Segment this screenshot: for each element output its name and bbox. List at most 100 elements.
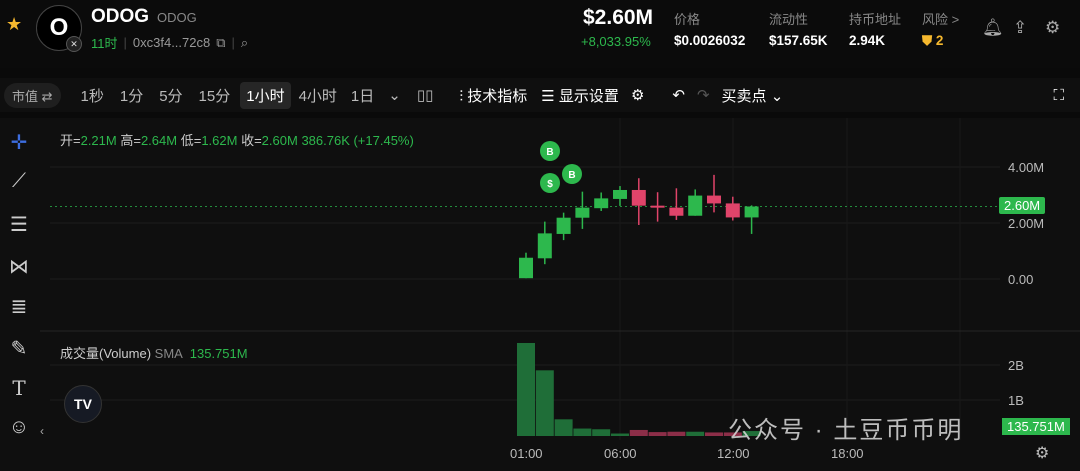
buy-sell-label: 买卖点 bbox=[721, 87, 767, 105]
sma-label: SMA bbox=[154, 346, 183, 361]
token-symbol: ODOG bbox=[157, 10, 197, 25]
alert-bell-icon[interactable]: 🔔︎ bbox=[982, 18, 1004, 37]
indicators-icon: ⫶ bbox=[459, 87, 468, 105]
volume-bar bbox=[742, 431, 761, 436]
volume-bar bbox=[629, 429, 648, 436]
crosshair-icon[interactable]: ✛ bbox=[10, 132, 28, 154]
volume-tick: 1B bbox=[1008, 393, 1024, 408]
token-age: 11时 bbox=[91, 36, 118, 51]
change-value: 386.76K (+17.45%) bbox=[301, 133, 414, 148]
candle-body bbox=[556, 217, 571, 234]
stat-label: 风险 > bbox=[922, 12, 960, 27]
ohlc-legend: 开=2.21M 高=2.64M 低=1.62M 收=2.60M 386.76K … bbox=[60, 130, 414, 149]
display-label: 显示设置 bbox=[558, 87, 619, 105]
interval-4h[interactable]: 4小时 bbox=[298, 87, 337, 105]
buy-marker bbox=[562, 164, 582, 184]
low-label: 低= bbox=[180, 133, 202, 148]
stat-label: 流动性 bbox=[769, 12, 809, 27]
volume-bar bbox=[517, 342, 535, 436]
price-change: +8,033.95% bbox=[581, 34, 651, 49]
share-icon[interactable]: ⇪ bbox=[1013, 18, 1028, 37]
brush-icon[interactable]: ✎ bbox=[10, 338, 28, 360]
stat-holders: 持币地址 2.94K bbox=[849, 9, 901, 48]
volume-bar bbox=[686, 431, 705, 436]
y-tick: 0.00 bbox=[1008, 272, 1034, 287]
emoji-icon[interactable]: ☺ bbox=[8, 416, 30, 438]
stat-value: $0.0026032 bbox=[674, 33, 746, 48]
stat-value: $157.65K bbox=[769, 33, 828, 48]
sma-value: 135.751M bbox=[189, 346, 248, 361]
market-cap-toggle[interactable]: 市值 ⇄ bbox=[4, 82, 61, 108]
shield-icon: ⛊ bbox=[922, 33, 933, 48]
redo-icon[interactable]: ↷ bbox=[696, 87, 710, 104]
watermark: 公众号 · 土豆币币明 bbox=[728, 417, 964, 444]
close-label: 收= bbox=[241, 133, 262, 148]
candle-body bbox=[707, 195, 721, 204]
fullscreen-icon[interactable]: ⛶ bbox=[1053, 86, 1064, 104]
interval-1s[interactable]: 1秒 bbox=[80, 87, 104, 105]
price-chart[interactable]: B B $ bbox=[0, 118, 1080, 471]
volume-label: 成交量(Volume) bbox=[60, 346, 152, 361]
high-value: 2.64M bbox=[140, 133, 178, 148]
undo-icon[interactable]: ↶ bbox=[672, 87, 685, 104]
chart-toolbar: 市值 ⇄ 1秒 1分 5分 15分 1小时 4小时 1日 ⌄ ▯▯ ⫶ 技术指标… bbox=[0, 78, 1080, 112]
buy-marker bbox=[540, 141, 560, 161]
buy-sell-points-button[interactable]: 买卖点 ⌄ bbox=[721, 87, 784, 105]
text-icon[interactable]: T bbox=[12, 376, 26, 400]
volume-bar bbox=[573, 428, 592, 436]
x-badge-icon: ✕ bbox=[66, 36, 82, 52]
candle-body bbox=[575, 207, 590, 218]
volume-tick: 2B bbox=[1008, 358, 1024, 373]
axis-settings-icon[interactable]: ⚙ bbox=[1035, 445, 1050, 462]
copy-icon[interactable]: ⧉ bbox=[216, 34, 226, 50]
x-tick: 18:00 bbox=[831, 446, 864, 461]
candle-body bbox=[537, 233, 552, 259]
token-subinfo: 11时 | 0xc3f4...72c8 ⧉ | ⌕ bbox=[91, 34, 249, 52]
interval-1d[interactable]: 1日 bbox=[350, 87, 375, 105]
tradingview-logo[interactable]: TV bbox=[64, 385, 102, 423]
indicators-label: 技术指标 bbox=[467, 87, 528, 105]
x-tick: 12:00 bbox=[717, 446, 750, 461]
interval-15m[interactable]: 15分 bbox=[198, 87, 231, 105]
stat-risk[interactable]: 风险 > ⛊ 2 bbox=[922, 9, 959, 49]
x-tick: 01:00 bbox=[510, 446, 543, 461]
interval-1h[interactable]: 1小时 bbox=[240, 81, 291, 109]
candle-body bbox=[669, 207, 684, 216]
buy-marker-label: $ bbox=[547, 179, 553, 190]
stat-liquidity: 流动性 $157.65K bbox=[769, 9, 828, 48]
buy-marker bbox=[540, 173, 560, 193]
open-label: 开= bbox=[60, 133, 81, 148]
fib-icon[interactable]: ≣ bbox=[10, 296, 28, 318]
display-settings-button[interactable]: ☰ 显示设置 bbox=[535, 82, 625, 109]
stat-price: 价格 $0.0026032 bbox=[674, 9, 745, 48]
chevron-down-icon[interactable]: ⌄ bbox=[388, 87, 401, 104]
candle-body bbox=[744, 206, 759, 218]
drawing-tools: ✛ ⟋ ☰ ⋈ ≣ ✎ T ☺ bbox=[0, 118, 40, 463]
buy-marker-label: B bbox=[546, 147, 553, 158]
buy-marker-label: B bbox=[568, 170, 575, 181]
interval-5m[interactable]: 5分 bbox=[159, 87, 183, 105]
volume-bar bbox=[723, 432, 742, 436]
trendline-icon[interactable]: ⟋ bbox=[12, 170, 26, 192]
settings-icon[interactable]: ⚙ bbox=[1045, 18, 1061, 37]
volume-legend: 成交量(Volume) SMA 135.751M bbox=[60, 343, 248, 362]
risk-count: 2 bbox=[935, 33, 944, 48]
token-name: ODOG bbox=[91, 6, 150, 27]
volume-bar bbox=[611, 433, 629, 436]
candle-type-icon[interactable]: ▯▯ bbox=[416, 87, 434, 104]
favorite-star-icon[interactable]: ★ bbox=[6, 14, 23, 34]
last-price-tag: 2.60M bbox=[999, 197, 1046, 214]
collapse-toolbar-icon[interactable]: ‹ bbox=[40, 424, 44, 438]
y-tick: 2.00M bbox=[1008, 216, 1045, 231]
candle-body bbox=[688, 195, 703, 216]
search-icon[interactable]: ⌕ bbox=[240, 34, 249, 50]
volume-bar bbox=[592, 429, 611, 436]
volume-bar bbox=[535, 370, 554, 436]
pattern-icon[interactable]: ⋈ bbox=[9, 256, 29, 278]
contract-address: 0xc3f4...72c8 bbox=[132, 35, 211, 50]
chart-settings-icon[interactable]: ⚙ bbox=[630, 87, 645, 104]
indicators-button[interactable]: ⫶ 技术指标 bbox=[453, 82, 533, 109]
horizontal-lines-icon[interactable]: ☰ bbox=[10, 214, 28, 236]
interval-1m[interactable]: 1分 bbox=[119, 87, 144, 105]
high-label: 高= bbox=[120, 133, 141, 148]
